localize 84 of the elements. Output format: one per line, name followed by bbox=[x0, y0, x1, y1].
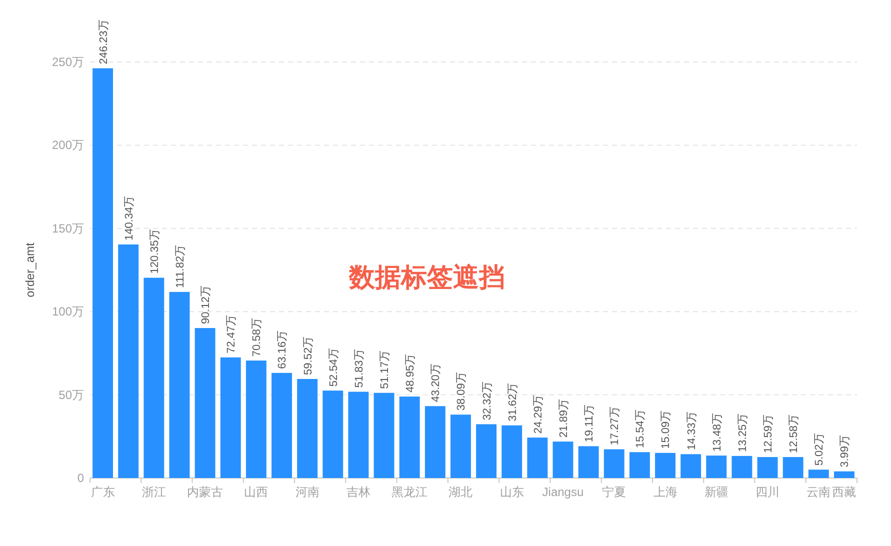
bar bbox=[655, 452, 676, 478]
bar bbox=[194, 328, 216, 478]
data-label: 72.47万 bbox=[226, 314, 238, 354]
data-label: 59.52万 bbox=[302, 336, 314, 375]
bar bbox=[246, 360, 266, 478]
x-tick-label: 河南 bbox=[295, 485, 320, 499]
bar bbox=[118, 244, 139, 478]
x-tick-label: 山东 bbox=[500, 485, 524, 499]
bar bbox=[680, 454, 702, 478]
bar bbox=[527, 438, 548, 478]
bar bbox=[629, 452, 650, 478]
bar bbox=[297, 378, 318, 478]
bar bbox=[144, 278, 164, 478]
data-label: 31.62万 bbox=[506, 382, 519, 422]
bar bbox=[169, 292, 190, 478]
bar bbox=[374, 392, 394, 478]
data-label: 17.27万 bbox=[609, 406, 622, 446]
data-label: 12.58万 bbox=[788, 414, 800, 454]
bar bbox=[808, 470, 829, 478]
data-label: 3.99万 bbox=[839, 434, 852, 468]
x-tick-label: 云南 bbox=[806, 485, 831, 499]
y-tick-label: 50万 bbox=[58, 388, 84, 402]
data-label: 140.34万 bbox=[123, 196, 136, 240]
x-tick-label: 浙江 bbox=[142, 485, 166, 499]
annotation: 数据标签遮挡 bbox=[348, 262, 505, 292]
x-tick-label: 湖北 bbox=[448, 485, 473, 499]
x-tick-label: 吉林 bbox=[346, 485, 370, 499]
data-label: 246.23万 bbox=[98, 20, 110, 64]
y-tick-label: 200万 bbox=[52, 138, 84, 152]
data-label: 51.17万 bbox=[379, 350, 392, 389]
data-label: 51.83万 bbox=[353, 349, 366, 388]
data-label: 120.35万 bbox=[148, 229, 161, 274]
x-tick-label: 新疆 bbox=[704, 485, 728, 499]
x-tick-label: 广东 bbox=[90, 485, 115, 499]
x-tick-label: 山西 bbox=[244, 485, 268, 499]
data-label: 43.20万 bbox=[430, 364, 442, 402]
bar bbox=[322, 390, 344, 478]
bar bbox=[782, 457, 804, 478]
bar bbox=[578, 446, 599, 478]
bar bbox=[348, 392, 369, 478]
data-label: 21.89万 bbox=[558, 399, 570, 438]
data-label: 70.58万 bbox=[251, 318, 264, 357]
data-label: 15.54万 bbox=[634, 410, 647, 448]
data-label: 15.09万 bbox=[660, 410, 672, 449]
x-tick-label: 黑龙江 bbox=[392, 485, 428, 499]
data-label: 63.16万 bbox=[276, 330, 289, 369]
y-tick-label: 100万 bbox=[52, 304, 84, 319]
bar bbox=[502, 425, 522, 478]
bar bbox=[450, 414, 471, 478]
bar bbox=[399, 396, 420, 478]
bar bbox=[424, 406, 446, 478]
x-tick-label: 内蒙古 bbox=[187, 485, 224, 499]
x-tick-label: 宁夏 bbox=[602, 485, 626, 499]
data-label: 13.25万 bbox=[736, 413, 749, 452]
data-label: 90.12万 bbox=[200, 286, 212, 324]
x-tick-label: 四川 bbox=[756, 485, 780, 499]
y-tick-label: 0 bbox=[77, 471, 84, 485]
data-label: 12.59万 bbox=[762, 414, 775, 454]
data-label: 14.33万 bbox=[686, 412, 698, 450]
data-label: 48.95万 bbox=[404, 354, 417, 393]
data-label: 32.32万 bbox=[481, 382, 494, 420]
bar bbox=[604, 449, 624, 478]
bar bbox=[272, 372, 292, 478]
y-tick-label: 150万 bbox=[52, 221, 84, 236]
bar bbox=[220, 357, 241, 478]
bar bbox=[92, 68, 114, 478]
data-label: 13.48万 bbox=[711, 413, 724, 452]
data-label: 19.11万 bbox=[584, 404, 596, 442]
bar bbox=[834, 471, 854, 478]
data-label: 38.09万 bbox=[456, 372, 468, 411]
bar bbox=[706, 456, 727, 478]
bar bbox=[552, 442, 574, 478]
x-tick-label: 西藏 bbox=[832, 485, 856, 499]
bar bbox=[476, 424, 497, 478]
y-axis-title: order_amt bbox=[23, 242, 37, 298]
bar bbox=[757, 457, 778, 478]
data-label: 111.82万 bbox=[174, 244, 186, 288]
y-tick-label: 250万 bbox=[52, 55, 84, 69]
x-tick-label: 上海 bbox=[653, 485, 678, 499]
data-label: 52.54万 bbox=[328, 348, 340, 387]
data-label: 5.02万 bbox=[814, 433, 826, 466]
x-tick-label: Jiangsu bbox=[542, 485, 584, 499]
data-label: 24.29万 bbox=[532, 395, 544, 434]
bar bbox=[732, 456, 752, 478]
